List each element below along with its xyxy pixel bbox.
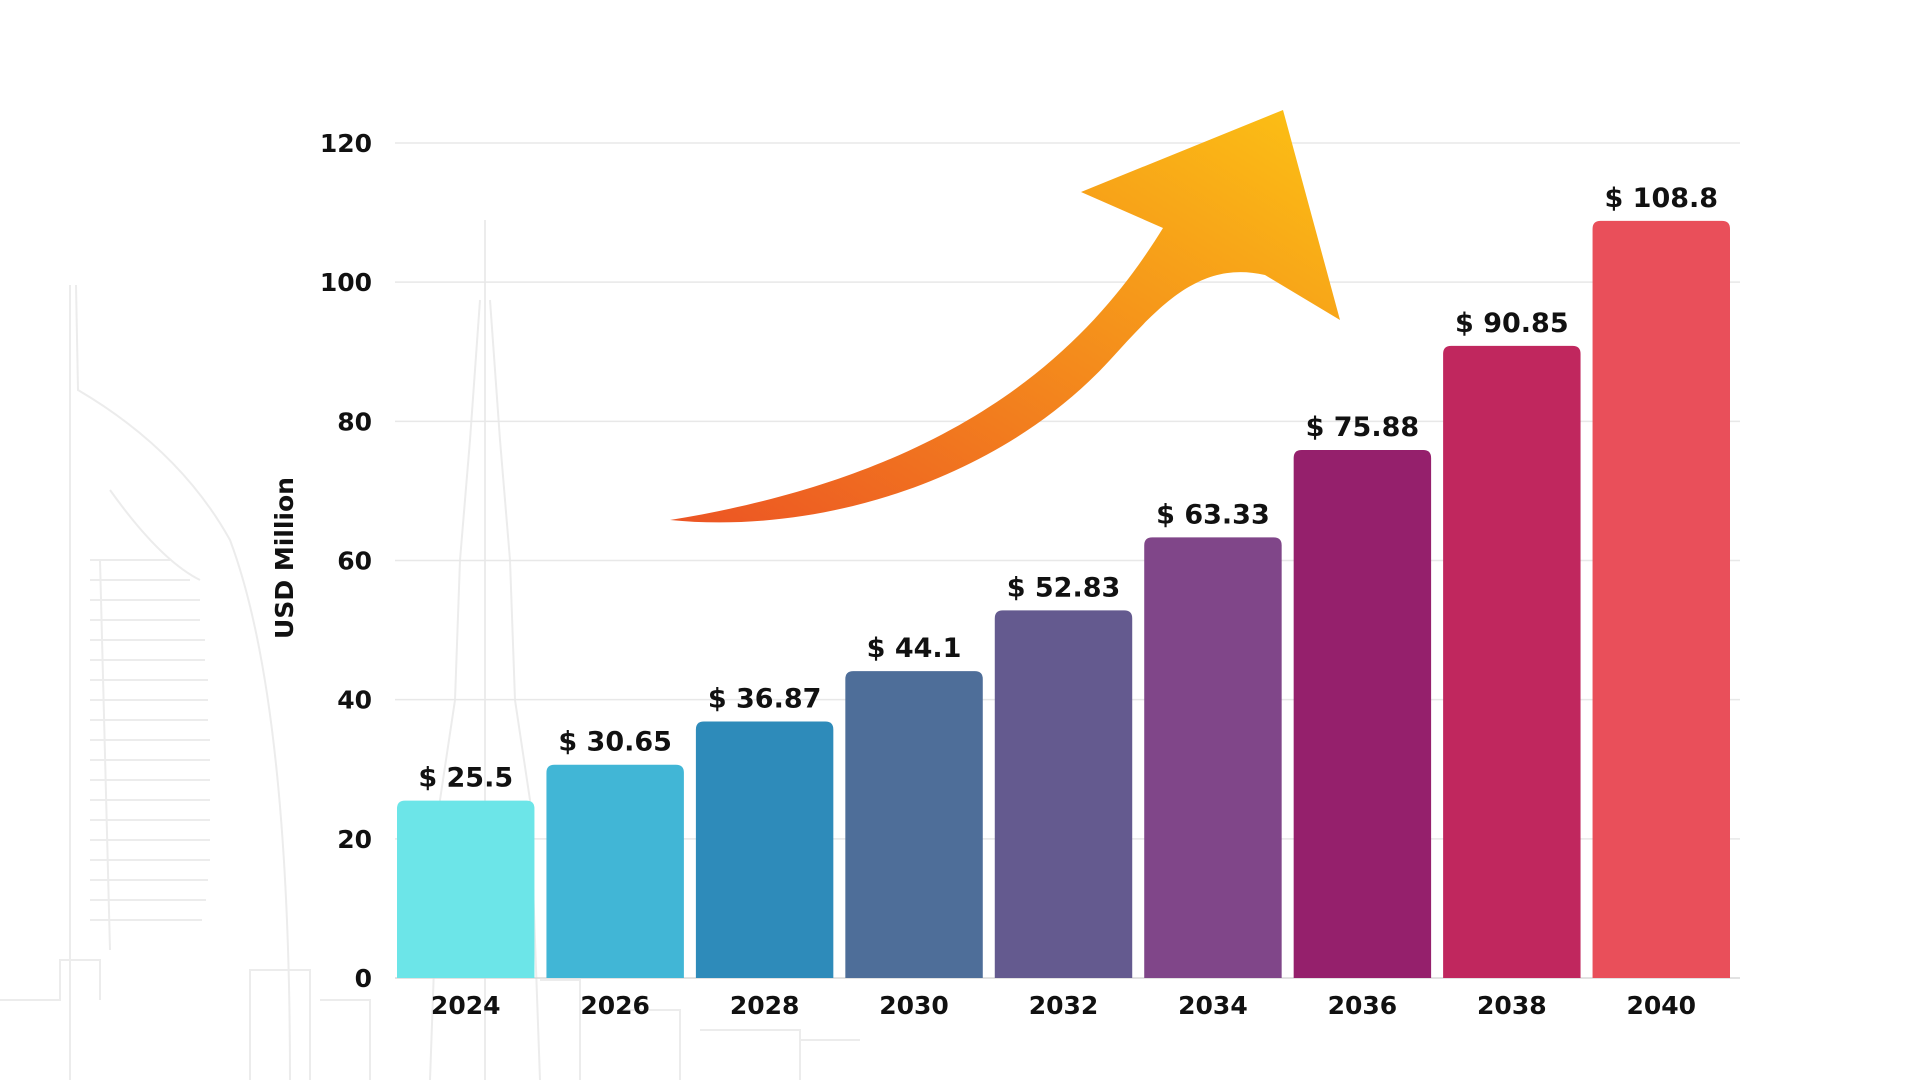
bar-2030 <box>845 671 983 978</box>
y-tick-label: 20 <box>337 825 372 854</box>
data-label: $ 108.8 <box>1604 183 1718 214</box>
data-label: $ 44.1 <box>867 633 962 664</box>
y-tick-label: 100 <box>320 268 372 297</box>
x-tick-label: 2034 <box>1178 991 1248 1020</box>
bar-2024 <box>397 800 535 978</box>
bar-2026 <box>546 764 684 978</box>
y-tick-label: 80 <box>337 407 372 436</box>
y-axis-ticks: 0 20 40 60 80 100 120 <box>320 129 372 993</box>
data-label: $ 52.83 <box>1007 572 1121 603</box>
x-tick-label: 2024 <box>431 991 501 1020</box>
y-tick-label: 60 <box>337 547 372 576</box>
bar-2028 <box>695 721 834 978</box>
y-axis-label: USD Million <box>270 477 299 639</box>
y-tick-label: 0 <box>355 964 372 993</box>
data-label: $ 75.88 <box>1306 412 1420 443</box>
x-tick-label: 2038 <box>1477 991 1547 1020</box>
data-label: $ 90.85 <box>1455 308 1569 339</box>
data-label: $ 25.5 <box>418 763 513 794</box>
bar-2036 <box>1293 450 1432 978</box>
x-tick-label: 2028 <box>730 991 800 1020</box>
bars: $ 25.5 2024 $ 30.65 2026 $ 36.87 2028 $ 44.1 20… <box>397 183 1730 1020</box>
x-tick-label: 2032 <box>1029 991 1099 1020</box>
y-tick-label: 40 <box>337 686 372 715</box>
bar-2040 <box>1592 220 1730 978</box>
y-tick-label: 120 <box>320 129 372 158</box>
bar-2032 <box>994 610 1133 978</box>
x-tick-label: 2040 <box>1626 991 1696 1020</box>
bar-2038 <box>1443 345 1581 978</box>
x-tick-label: 2036 <box>1328 991 1398 1020</box>
x-tick-label: 2030 <box>879 991 949 1020</box>
x-tick-label: 2026 <box>580 991 650 1020</box>
data-label: $ 36.87 <box>708 683 822 714</box>
growth-arrow-icon <box>670 110 1340 523</box>
data-label: $ 30.65 <box>558 727 672 758</box>
bar-2034 <box>1144 537 1282 978</box>
data-label: $ 63.33 <box>1156 499 1270 530</box>
